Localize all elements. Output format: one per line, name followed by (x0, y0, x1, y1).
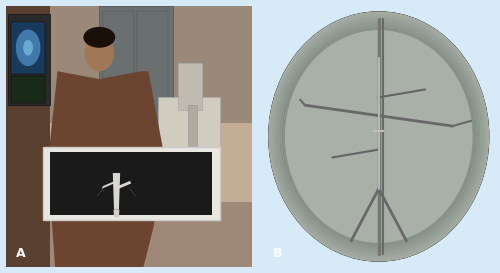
Polygon shape (114, 210, 119, 217)
Polygon shape (102, 181, 115, 189)
FancyBboxPatch shape (11, 76, 46, 103)
FancyBboxPatch shape (8, 14, 50, 105)
Ellipse shape (84, 35, 114, 71)
Polygon shape (48, 71, 166, 267)
Polygon shape (118, 181, 131, 189)
Ellipse shape (16, 29, 40, 66)
Polygon shape (55, 110, 80, 189)
Polygon shape (129, 187, 136, 197)
FancyBboxPatch shape (100, 6, 173, 150)
FancyBboxPatch shape (129, 76, 131, 87)
Ellipse shape (97, 186, 122, 202)
FancyBboxPatch shape (178, 63, 203, 110)
Circle shape (268, 11, 490, 262)
FancyBboxPatch shape (158, 97, 220, 176)
FancyBboxPatch shape (11, 22, 46, 74)
FancyBboxPatch shape (6, 6, 50, 267)
FancyBboxPatch shape (103, 11, 134, 147)
FancyBboxPatch shape (43, 147, 220, 220)
FancyBboxPatch shape (50, 152, 212, 215)
Polygon shape (113, 173, 120, 210)
Ellipse shape (23, 40, 33, 56)
FancyBboxPatch shape (6, 6, 252, 123)
Polygon shape (134, 97, 158, 176)
FancyBboxPatch shape (138, 11, 168, 147)
FancyBboxPatch shape (6, 202, 252, 267)
Polygon shape (97, 187, 104, 197)
Text: A: A (16, 247, 26, 260)
Ellipse shape (84, 27, 115, 48)
FancyBboxPatch shape (188, 105, 198, 189)
FancyBboxPatch shape (6, 6, 252, 267)
Text: B: B (272, 247, 282, 260)
